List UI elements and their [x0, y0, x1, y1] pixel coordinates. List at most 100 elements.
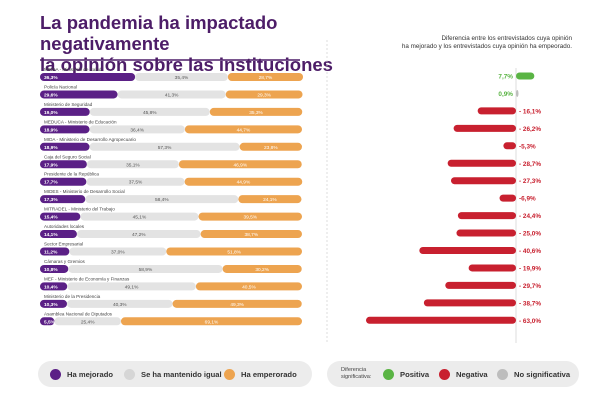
- data-label: 47,2%: [132, 232, 146, 238]
- legend-label-mejorado: Ha mejorado: [67, 369, 113, 379]
- difference-bar: [453, 124, 516, 132]
- bar-segment: [120, 317, 302, 326]
- difference-label: - 40,6%: [519, 248, 541, 255]
- bar-segment: [184, 125, 302, 134]
- page-title-line-1: La pandemia ha impactado negativamente: [40, 12, 278, 54]
- bar-segment: [40, 73, 136, 81]
- difference-bar: [423, 299, 516, 307]
- category-label: MIDA - Ministerio de Desarrollo Agropecu…: [44, 137, 136, 142]
- data-label: 24,1%: [263, 197, 277, 203]
- bar-segment: [86, 177, 185, 186]
- data-label: 45,1%: [133, 215, 147, 221]
- bar-segment: [40, 160, 87, 169]
- data-label: 17,7%: [44, 180, 58, 186]
- data-label: 40,5%: [242, 284, 256, 290]
- bar-segment: [80, 212, 199, 221]
- data-label: 17,9%: [44, 162, 58, 168]
- bar-segment: [66, 299, 173, 308]
- difference-bar: [499, 194, 516, 202]
- legend-label-igual: Se ha mantenido igual: [141, 369, 222, 379]
- category-label: MINSA - Ministerio de Salud: [44, 67, 102, 72]
- data-label: 5,5%: [44, 319, 56, 325]
- data-label: 45,8%: [143, 110, 157, 116]
- data-label: 10,8%: [44, 267, 58, 273]
- data-label: 36,4%: [130, 127, 144, 133]
- legend-label-negativa: Negativa: [456, 369, 488, 379]
- data-label: 49,1%: [125, 284, 139, 290]
- data-label: 29,6%: [44, 92, 58, 98]
- opinion-legend: Ha mejorado Se ha mantenido igual Ha emp…: [38, 361, 312, 387]
- data-label: 38,7%: [244, 232, 258, 238]
- data-label: 44,7%: [237, 127, 251, 133]
- significance-legend-title-line-1: Diferencia: [341, 367, 367, 373]
- data-label: 49,3%: [230, 302, 244, 308]
- difference-bar: [445, 281, 516, 289]
- bar-segment: [40, 195, 86, 204]
- bar-segment: [117, 90, 226, 99]
- difference-label: - 16,1%: [519, 108, 541, 115]
- data-label: 41,3%: [165, 92, 179, 98]
- negativa-swatch: [439, 368, 450, 380]
- difference-label: - 28,7%: [519, 161, 541, 168]
- bar-segment: [40, 142, 90, 151]
- igual-swatch: [124, 368, 135, 380]
- category-label: Ministerio de la Presidencia: [44, 294, 101, 299]
- data-label: 18,9%: [44, 127, 58, 133]
- difference-bar: [503, 142, 516, 150]
- category-label: Ministerio de Seguridad: [44, 102, 93, 107]
- data-label: 37,5%: [129, 180, 143, 186]
- mejorado-swatch: [50, 368, 61, 380]
- data-label: 25,4%: [81, 319, 95, 325]
- difference-label: - 26,2%: [519, 126, 541, 133]
- significance-legend-title-line-2: significativa:: [341, 374, 372, 380]
- data-label: 29,3%: [257, 92, 271, 98]
- bar-segment: [69, 247, 167, 256]
- data-label: 23,8%: [264, 145, 278, 151]
- bar-segment: [40, 264, 69, 273]
- bar-segment: [68, 264, 223, 273]
- difference-note-line-1: Diferencia entre los entrevistados cuya …: [441, 35, 572, 42]
- bar-segment: [166, 247, 302, 256]
- difference-note: Diferencia entre los entrevistados cuya …: [372, 35, 572, 51]
- bar-segment: [135, 73, 228, 81]
- bar-segment: [40, 230, 77, 239]
- legend-label-no-significativa: No significativa: [514, 369, 571, 379]
- legend-item-igual: Se ha mantenido igual: [124, 361, 222, 387]
- bar-segment: [86, 160, 179, 169]
- bar-segment: [200, 230, 302, 239]
- significance-legend: Diferencia significativa: Positiva Negat…: [327, 361, 579, 387]
- bar-segment: [209, 107, 303, 116]
- bar-segment: [89, 107, 210, 116]
- difference-label: 0,9%: [498, 91, 513, 98]
- bar-segment: [172, 299, 302, 308]
- bar-segment: [89, 125, 185, 134]
- bar-segment: [40, 299, 67, 308]
- data-label: 18,9%: [44, 145, 58, 151]
- category-label: Presidente de la República: [44, 172, 99, 177]
- bar-segment: [40, 107, 90, 116]
- data-label: 37,0%: [111, 250, 125, 256]
- difference-bar: [516, 89, 519, 97]
- category-label: Policía Nacional: [44, 84, 77, 89]
- significance-legend-title: Diferencia significativa:: [341, 367, 371, 381]
- difference-bar: [516, 72, 535, 80]
- bar-segment: [85, 195, 239, 204]
- difference-bar: [468, 264, 516, 272]
- bar-segment: [40, 90, 118, 99]
- difference-label: - 29,7%: [519, 283, 541, 290]
- data-label: 15,4%: [44, 215, 58, 221]
- data-label: 69,1%: [205, 319, 219, 325]
- data-label: 58,9%: [139, 267, 153, 273]
- difference-bar: [451, 177, 516, 185]
- data-label: 35,4%: [175, 75, 189, 81]
- data-label: 44,9%: [237, 180, 251, 186]
- data-label: 57,3%: [158, 145, 172, 151]
- difference-label: - 63,0%: [519, 318, 541, 325]
- category-label: MITRADEL - Ministerio del Trabajo: [44, 207, 115, 212]
- bar-segment: [40, 125, 90, 134]
- data-label: 39,5%: [243, 215, 257, 221]
- difference-note-line-2: ha mejorado y los entrevistados cuya opi…: [401, 43, 572, 50]
- data-label: 51,8%: [227, 250, 241, 256]
- data-label: 10,4%: [44, 284, 58, 290]
